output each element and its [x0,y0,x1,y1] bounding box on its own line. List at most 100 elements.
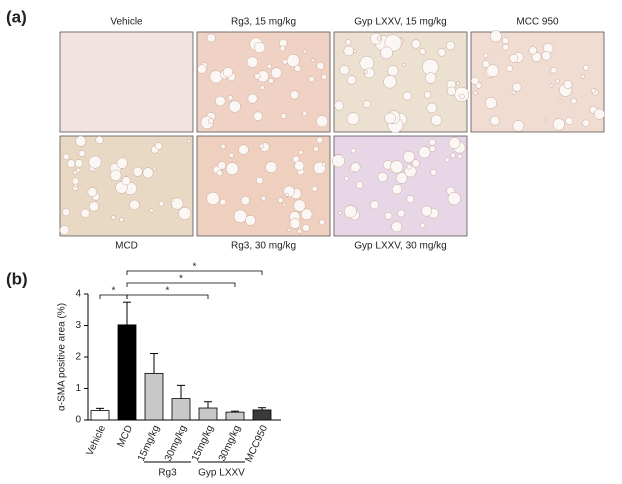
vacuole [512,82,522,92]
vacuole [253,111,263,121]
vacuole [279,45,286,52]
vacuole [233,209,248,223]
vacuole [315,115,329,128]
vacuole [186,139,191,144]
vacuole [88,155,102,169]
image-caption: Gyp LXXV, 15 mg/kg [354,17,446,28]
vacuole [66,159,76,168]
vacuole [363,100,371,108]
vacuole [110,169,122,181]
vacuole [425,72,437,84]
vacuole [384,211,393,220]
vacuole [121,176,131,186]
y-tick-label: 4 [75,289,81,300]
vacuole [206,33,216,43]
vacuole [170,198,175,202]
vacuole [406,164,412,170]
vacuole [277,197,284,203]
significance-star: * [112,286,116,297]
vacuole [555,78,560,84]
vacuole [71,177,80,185]
vacuole [321,74,328,80]
vacuole [580,74,586,79]
vacuole [238,144,249,155]
significance-bracket [126,282,236,287]
vacuole [583,64,590,71]
image-caption: Gyp LXXV, 30 mg/kg [354,241,446,252]
vacuole [246,56,259,68]
vacuole [316,136,324,144]
vacuole [563,80,573,89]
vacuole [419,222,426,229]
vacuole [256,176,264,185]
vacuole [293,199,306,212]
x-tick-label: 15mg/kg [136,424,162,463]
significance-star: * [179,274,183,285]
histology-image [470,31,605,133]
x-tick-label: 15mg/kg [190,424,216,463]
vacuole [418,146,431,159]
vacuole [430,169,437,176]
vacuole [282,59,288,65]
vacuole [512,120,525,132]
vacuole [197,64,207,74]
vacuole [75,135,87,147]
vacuole [289,218,301,229]
vacuole [380,46,393,60]
bar [171,398,191,421]
bar [90,410,110,421]
significance-bracket [126,270,263,275]
vacuole [350,148,357,154]
image-caption: Rg3, 15 mg/kg [231,17,296,28]
vacuole [470,76,480,85]
vacuole [302,223,310,232]
vacuole [346,75,357,85]
vacuole [178,207,192,220]
vacuole [483,52,489,58]
vacuole [286,54,300,68]
x-tick-label: MCC950 [243,423,270,464]
vacuole [265,161,277,173]
vacuole [406,195,415,203]
vacuole [509,53,518,63]
vacuole [228,100,241,113]
vacuole [129,199,140,211]
vacuole [402,150,415,163]
x-tick-label: Vehicle [85,423,109,457]
vacuole [419,48,426,55]
y-tick-label: 3 [75,320,81,331]
significance-bracket [126,294,209,299]
vacuole [346,112,360,126]
vacuole [258,143,264,149]
vacuole [384,112,396,124]
x-tick-label: 30mg/kg [217,424,243,463]
vacuole [482,60,490,68]
panel-label: (a) [6,7,27,26]
vacuole [302,111,308,117]
vacuole [343,45,354,57]
vacuole [227,95,233,101]
vacuole [355,181,364,189]
vacuole [245,215,256,226]
vacuole [334,100,344,111]
vacuole [473,90,478,96]
vacuole [280,113,287,119]
vacuole [311,58,315,63]
vacuole [377,172,388,183]
vacuole [350,162,361,173]
vacuole [220,143,226,150]
vacuole [219,198,227,206]
vacuole [391,184,403,195]
group-label: Rg3 [158,468,177,479]
vacuole [421,205,433,217]
vacuole [446,86,456,96]
vacuole [383,75,397,89]
vacuole [298,149,304,155]
y-tick-label: 0 [75,415,81,426]
image-caption: MCD [115,241,138,252]
vacuole [338,210,342,215]
vacuole [152,167,157,172]
vacuole [228,152,234,158]
vacuole [549,83,554,88]
vacuole [331,154,345,168]
